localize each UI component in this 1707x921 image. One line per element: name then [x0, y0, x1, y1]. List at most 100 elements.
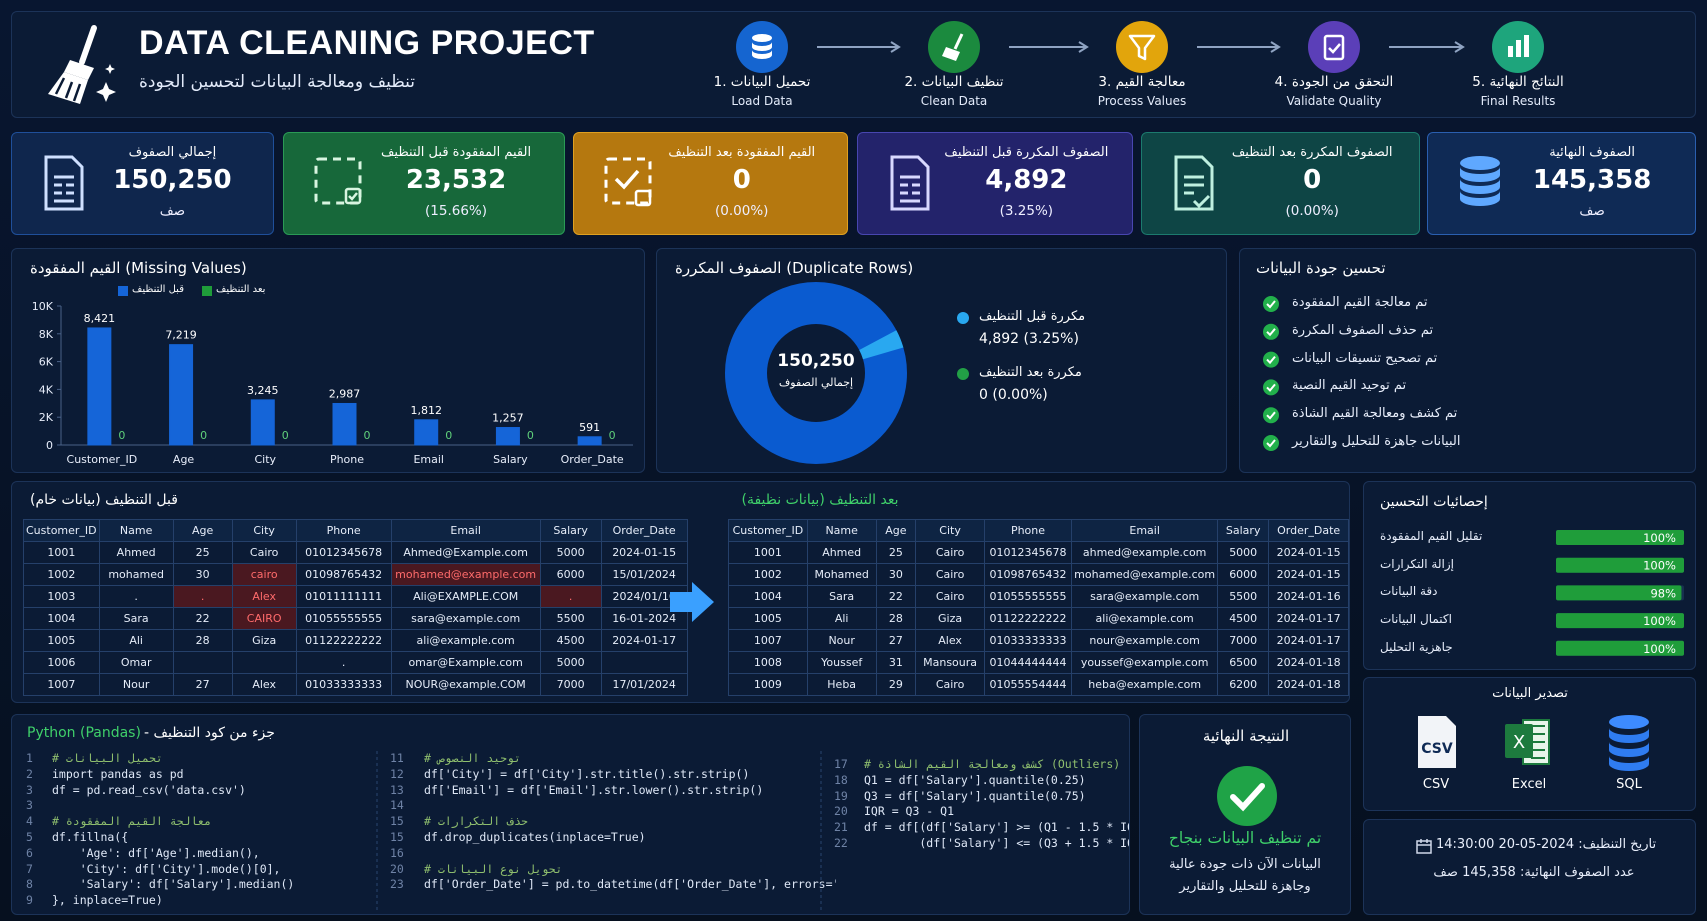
- kpi-label: الصفوف المكررة بعد التنظيف: [1231, 145, 1393, 160]
- table-cell: 2024-01-15: [1268, 563, 1349, 586]
- line-number: 14: [390, 798, 404, 813]
- code-line: df.drop_duplicates(inplace=True): [424, 830, 646, 844]
- table-row: 1001 Ahmed 25 Cairo 01012345678 Ahmed@Example…: [23, 541, 688, 564]
- decoration: [48, 72, 88, 104]
- column-header: Age: [172, 519, 233, 542]
- table-row: 1005 Ali 28 Giza 01122222222 ali@example.com 4…: [23, 629, 688, 652]
- logo-icon: [48, 25, 116, 104]
- table-cell: 4500: [1217, 607, 1270, 630]
- quality-panel: تحسين جودة البيانات تم معالجة القيم المفق…: [1239, 248, 1696, 473]
- column-header: Phone: [983, 519, 1073, 542]
- decoration: [604, 157, 652, 205]
- donut-slice: [859, 330, 904, 360]
- data-label: 8,421: [84, 312, 116, 325]
- decoration: [1323, 34, 1345, 61]
- table-header: Customer_ID Name Age City Phone Email Salary Or…: [728, 519, 1349, 542]
- table-cell: 01012345678: [983, 541, 1073, 564]
- decoration: [1192, 194, 1211, 209]
- decoration: [1328, 43, 1341, 54]
- table-cell: 5000: [539, 541, 602, 564]
- table-row: 1004 Sara 22 CAIRO 01055555555 sara@example.c…: [23, 607, 688, 630]
- column-header: Email: [1071, 519, 1219, 542]
- table-cell: Ali: [98, 629, 174, 652]
- stat-value: 98%: [1650, 586, 1676, 600]
- quality-checks: [1263, 296, 1279, 451]
- table-cell: 6000: [539, 563, 602, 586]
- data-table: Customer_ID Name Age City Phone Email Salary Or…: [728, 519, 1349, 696]
- line-number: 13: [390, 782, 404, 797]
- table-cell: 28: [875, 607, 917, 630]
- table-cell: Sara: [98, 607, 174, 630]
- line-number: 9: [26, 893, 33, 908]
- data-table: Customer_ID Name Age City Phone Email Salary Or…: [23, 519, 688, 696]
- kpi-card: القيم المفقودة قبل التنظيف 23,532 (15.66%): [283, 132, 565, 235]
- line-number: 7: [26, 861, 33, 876]
- decoration: [64, 60, 94, 80]
- export-label: SQL: [1616, 777, 1642, 792]
- excel-badge: [1505, 724, 1533, 758]
- decoration: [1174, 155, 1214, 211]
- check-mark: [1266, 439, 1276, 448]
- line-number: 8: [26, 877, 33, 892]
- table-cell: 27: [172, 673, 233, 696]
- export-label: CSV: [1422, 777, 1450, 792]
- table-cell: cairo: [231, 563, 297, 586]
- x-tick-label: Order_Date: [561, 453, 624, 466]
- table-cell: 25: [875, 541, 917, 564]
- cleaning-date: تاريخ التنظيف: 2024-05-20 14:30:00: [1436, 837, 1657, 852]
- table-cell: 2024-01-15: [1268, 541, 1349, 564]
- table-cell: 2024-01-17: [1268, 607, 1349, 630]
- table-cell: mohamed: [98, 563, 174, 586]
- duplicates-panel: الصفوف المكررة (Duplicate Rows) مكررة قبل…: [656, 248, 1227, 473]
- decoration: [79, 25, 97, 65]
- code-line: df['City'] = df['City'].str.title().str.…: [424, 766, 750, 781]
- table-cell: Ahmed: [806, 541, 877, 564]
- check-icon: [1263, 379, 1279, 396]
- table-cell: ahmed@example.com: [1071, 541, 1219, 564]
- kpi-sub: (0.00%): [1285, 203, 1339, 219]
- line-number: 20: [834, 804, 848, 819]
- db-disk: [1609, 756, 1649, 771]
- table-cell: 6000: [1217, 563, 1270, 586]
- table-cell: 16-01-2024: [600, 607, 688, 630]
- donut-center-value: 150,250: [777, 351, 855, 371]
- panel-title: النتيجة النهائية: [1202, 727, 1290, 745]
- table-cell: 5500: [1217, 585, 1270, 608]
- y-tick-label: 2K: [39, 411, 54, 424]
- kpi-label: القيم المفقودة بعد التنظيف: [668, 145, 816, 160]
- decoration: [890, 155, 930, 211]
- result-panel: النتيجة النهائية تم تنظيف البيانات بنجاح ا…: [1139, 714, 1351, 915]
- kpi-card: الصفوف المكررة بعد التنظيف 0 (0.00%): [1141, 132, 1420, 235]
- file-icon-label: CSV: [1421, 741, 1453, 757]
- x-tick-label: Age: [173, 453, 195, 466]
- success-icon: [1217, 766, 1277, 826]
- code-title-en: Python (Pandas): [27, 725, 141, 741]
- kpi-value: 0: [732, 165, 751, 195]
- decoration: [614, 169, 640, 190]
- table-cell: 2024-01-17: [1268, 629, 1349, 652]
- decoration: [1460, 167, 1500, 206]
- table-cell: Ahmed: [98, 541, 174, 564]
- y-tick-label: 0: [46, 439, 53, 452]
- kpi-label: الصفوف المكررة قبل التنظيف: [944, 145, 1109, 160]
- table-cell: 1003: [23, 585, 100, 608]
- code-title-ar: - جزء من كود التنظيف: [144, 725, 275, 741]
- check-icon: [1263, 323, 1279, 340]
- code-line: Q1 = df['Salary'].quantile(0.25): [864, 772, 1086, 787]
- line-number: 18: [834, 772, 848, 787]
- table-row: 1009 Heba 29 Cairo 01055554444 heba@example.c…: [728, 673, 1349, 696]
- table-cell: Cairo: [231, 541, 297, 564]
- table-cell: 01011111111: [295, 585, 392, 608]
- table-cell: 4500: [539, 629, 602, 652]
- code-line: # معالجة القيم المفقودة: [52, 814, 212, 829]
- table-cell: 6200: [1217, 673, 1270, 696]
- line-number: 12: [390, 766, 404, 781]
- legend-label: بعد التنظيف: [216, 284, 266, 295]
- line-number: 20: [390, 861, 404, 876]
- table-cell: Sara: [806, 585, 877, 608]
- kpi-value: 0: [1303, 165, 1322, 195]
- table-cell: Mohamed: [806, 563, 877, 586]
- kpi-icon: [1460, 156, 1500, 206]
- table-cell: Alex: [915, 629, 985, 652]
- legend-swatch: [118, 286, 128, 296]
